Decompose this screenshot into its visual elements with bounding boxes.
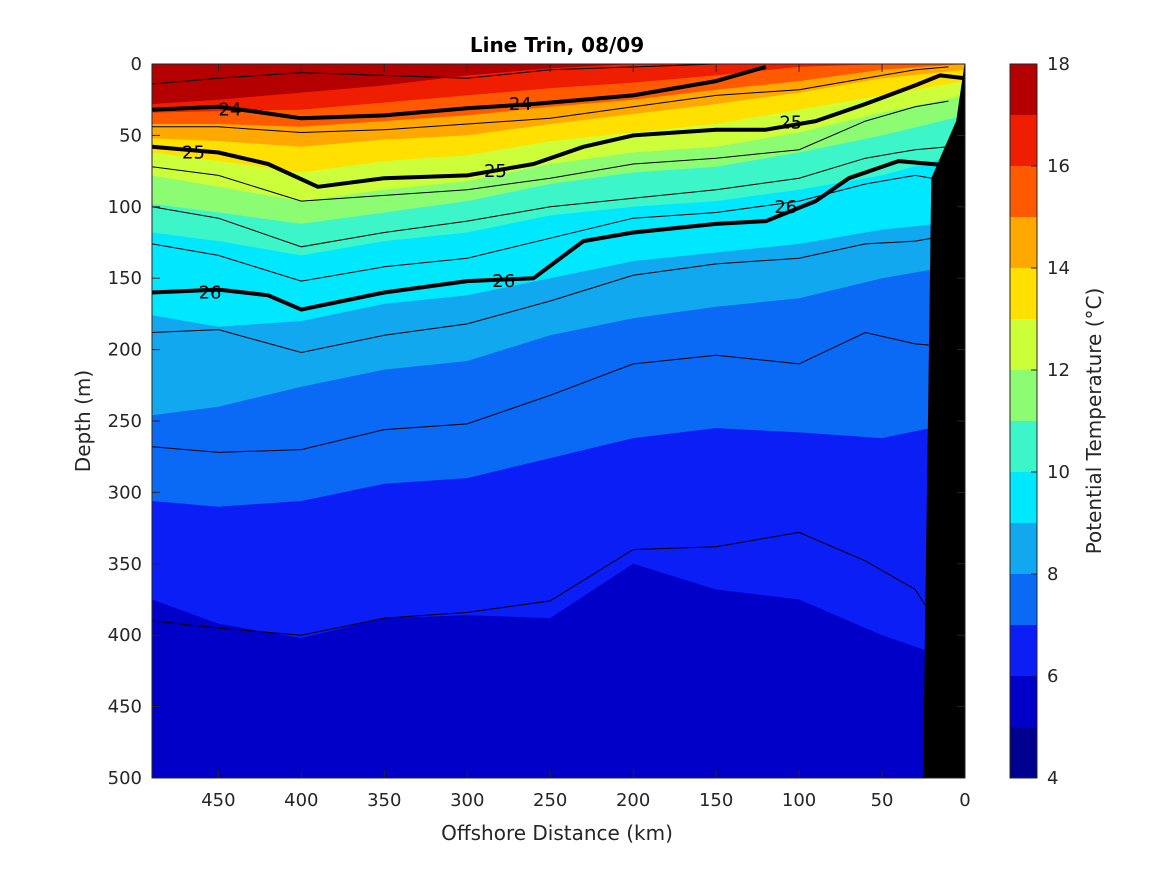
y-tick-label: 150 xyxy=(108,268,142,289)
contour-label-26-2: 26 xyxy=(492,271,515,292)
colorbar-swatch-9 xyxy=(1010,472,1037,523)
thin-contour-6 xyxy=(152,234,949,354)
thin-contour-lines xyxy=(152,64,949,636)
y-axis-ticks: 0 50 100 150 200 250 300 350 400 450 500 xyxy=(108,54,965,789)
thin-contour-3 xyxy=(152,100,949,202)
colorbar-swatch-15 xyxy=(1010,166,1037,217)
y-tick-label: 400 xyxy=(108,625,142,646)
seafloor-shape xyxy=(922,64,965,778)
x-tick-label: 450 xyxy=(201,790,235,811)
colorbar-tick-label: 16 xyxy=(1047,156,1070,177)
colorbar xyxy=(1009,63,1038,779)
colorbar-swatch-16 xyxy=(1010,115,1037,166)
y-tick-label: 350 xyxy=(108,554,142,575)
colorbar-swatch-5 xyxy=(1010,676,1037,727)
thin-contour-2 xyxy=(152,66,949,134)
colorbar-tick-label: 18 xyxy=(1047,54,1070,75)
contour-label-25-3: 25 xyxy=(779,113,802,134)
colorbar-ticks: 4 6 8 10 12 14 16 18 xyxy=(1031,54,1070,789)
y-tick-label: 300 xyxy=(108,482,142,503)
plot-area xyxy=(152,64,965,778)
density-contour-26 xyxy=(152,159,965,312)
colorbar-swatch-17 xyxy=(1010,64,1037,115)
y-tick-label: 0 xyxy=(131,54,142,75)
contour-label-26-3: 26 xyxy=(774,197,797,218)
colorbar-label: Potential Temperature (°C) xyxy=(1082,288,1106,555)
colorbar-tick-label: 10 xyxy=(1047,462,1070,483)
bathymetry xyxy=(922,64,965,778)
thin-contour-7 xyxy=(152,331,949,453)
colorbar-swatch-6 xyxy=(1010,625,1037,676)
y-tick-label: 200 xyxy=(108,340,142,361)
y-tick-label: 250 xyxy=(108,411,142,432)
thin-contour-1 xyxy=(152,64,766,85)
density-contour-lines xyxy=(152,64,965,312)
x-tick-label: 400 xyxy=(284,790,318,811)
y-tick-label: 500 xyxy=(108,768,142,789)
thin-contour-4 xyxy=(152,146,949,248)
density-contour-25 xyxy=(152,73,965,189)
colorbar-tick-label: 14 xyxy=(1047,258,1070,279)
contour-label-25-1: 25 xyxy=(182,143,205,164)
colorbar-swatch-13 xyxy=(1010,268,1037,319)
band-below-6c xyxy=(152,563,965,778)
x-axis-label: Offshore Distance (km) xyxy=(441,821,673,845)
colorbar-frame xyxy=(1009,63,1038,779)
contour-label-24-1: 24 xyxy=(219,100,242,121)
colorbar-swatch-4 xyxy=(1010,727,1037,778)
colorbar-tick-label: 6 xyxy=(1047,666,1058,687)
contour-label-25-2: 25 xyxy=(484,161,507,182)
colorbar-swatch-14 xyxy=(1010,217,1037,268)
x-tick-label: 350 xyxy=(367,790,401,811)
colorbar-swatch-10 xyxy=(1010,421,1037,472)
chart-title: Line Trin, 08/09 xyxy=(470,33,644,57)
y-tick-label: 50 xyxy=(119,125,142,146)
colorbar-tick-label: 8 xyxy=(1047,564,1058,585)
x-tick-label: 150 xyxy=(699,790,733,811)
density-contour-labels: 24 24 25 25 25 26 26 26 xyxy=(182,94,802,303)
colorbar-swatch-8 xyxy=(1010,523,1037,574)
colorbar-swatch-7 xyxy=(1010,574,1037,625)
colorbar-swatch-11 xyxy=(1010,370,1037,421)
colorbar-tick-label: 4 xyxy=(1047,768,1058,789)
x-tick-label: 200 xyxy=(616,790,650,811)
x-tick-label: 0 xyxy=(959,790,970,811)
colorbar-tick-label: 12 xyxy=(1047,360,1070,381)
x-tick-label: 250 xyxy=(533,790,567,811)
y-tick-label: 450 xyxy=(108,697,142,718)
x-tick-label: 50 xyxy=(871,790,894,811)
x-tick-label: 300 xyxy=(450,790,484,811)
y-tick-label: 100 xyxy=(108,197,142,218)
x-axis-ticks: 450 400 350 300 250 200 150 100 50 0 xyxy=(201,64,971,811)
colorbar-swatch-12 xyxy=(1010,319,1037,370)
contour-label-26-1: 26 xyxy=(199,282,222,303)
thin-contour-8 xyxy=(152,531,941,636)
y-axis-label: Depth (m) xyxy=(71,370,95,472)
temperature-fills xyxy=(152,64,965,778)
contour-label-24-2: 24 xyxy=(509,94,532,115)
x-tick-label: 100 xyxy=(782,790,816,811)
density-contour-24 xyxy=(152,64,767,121)
thin-contour-5 xyxy=(152,174,949,282)
